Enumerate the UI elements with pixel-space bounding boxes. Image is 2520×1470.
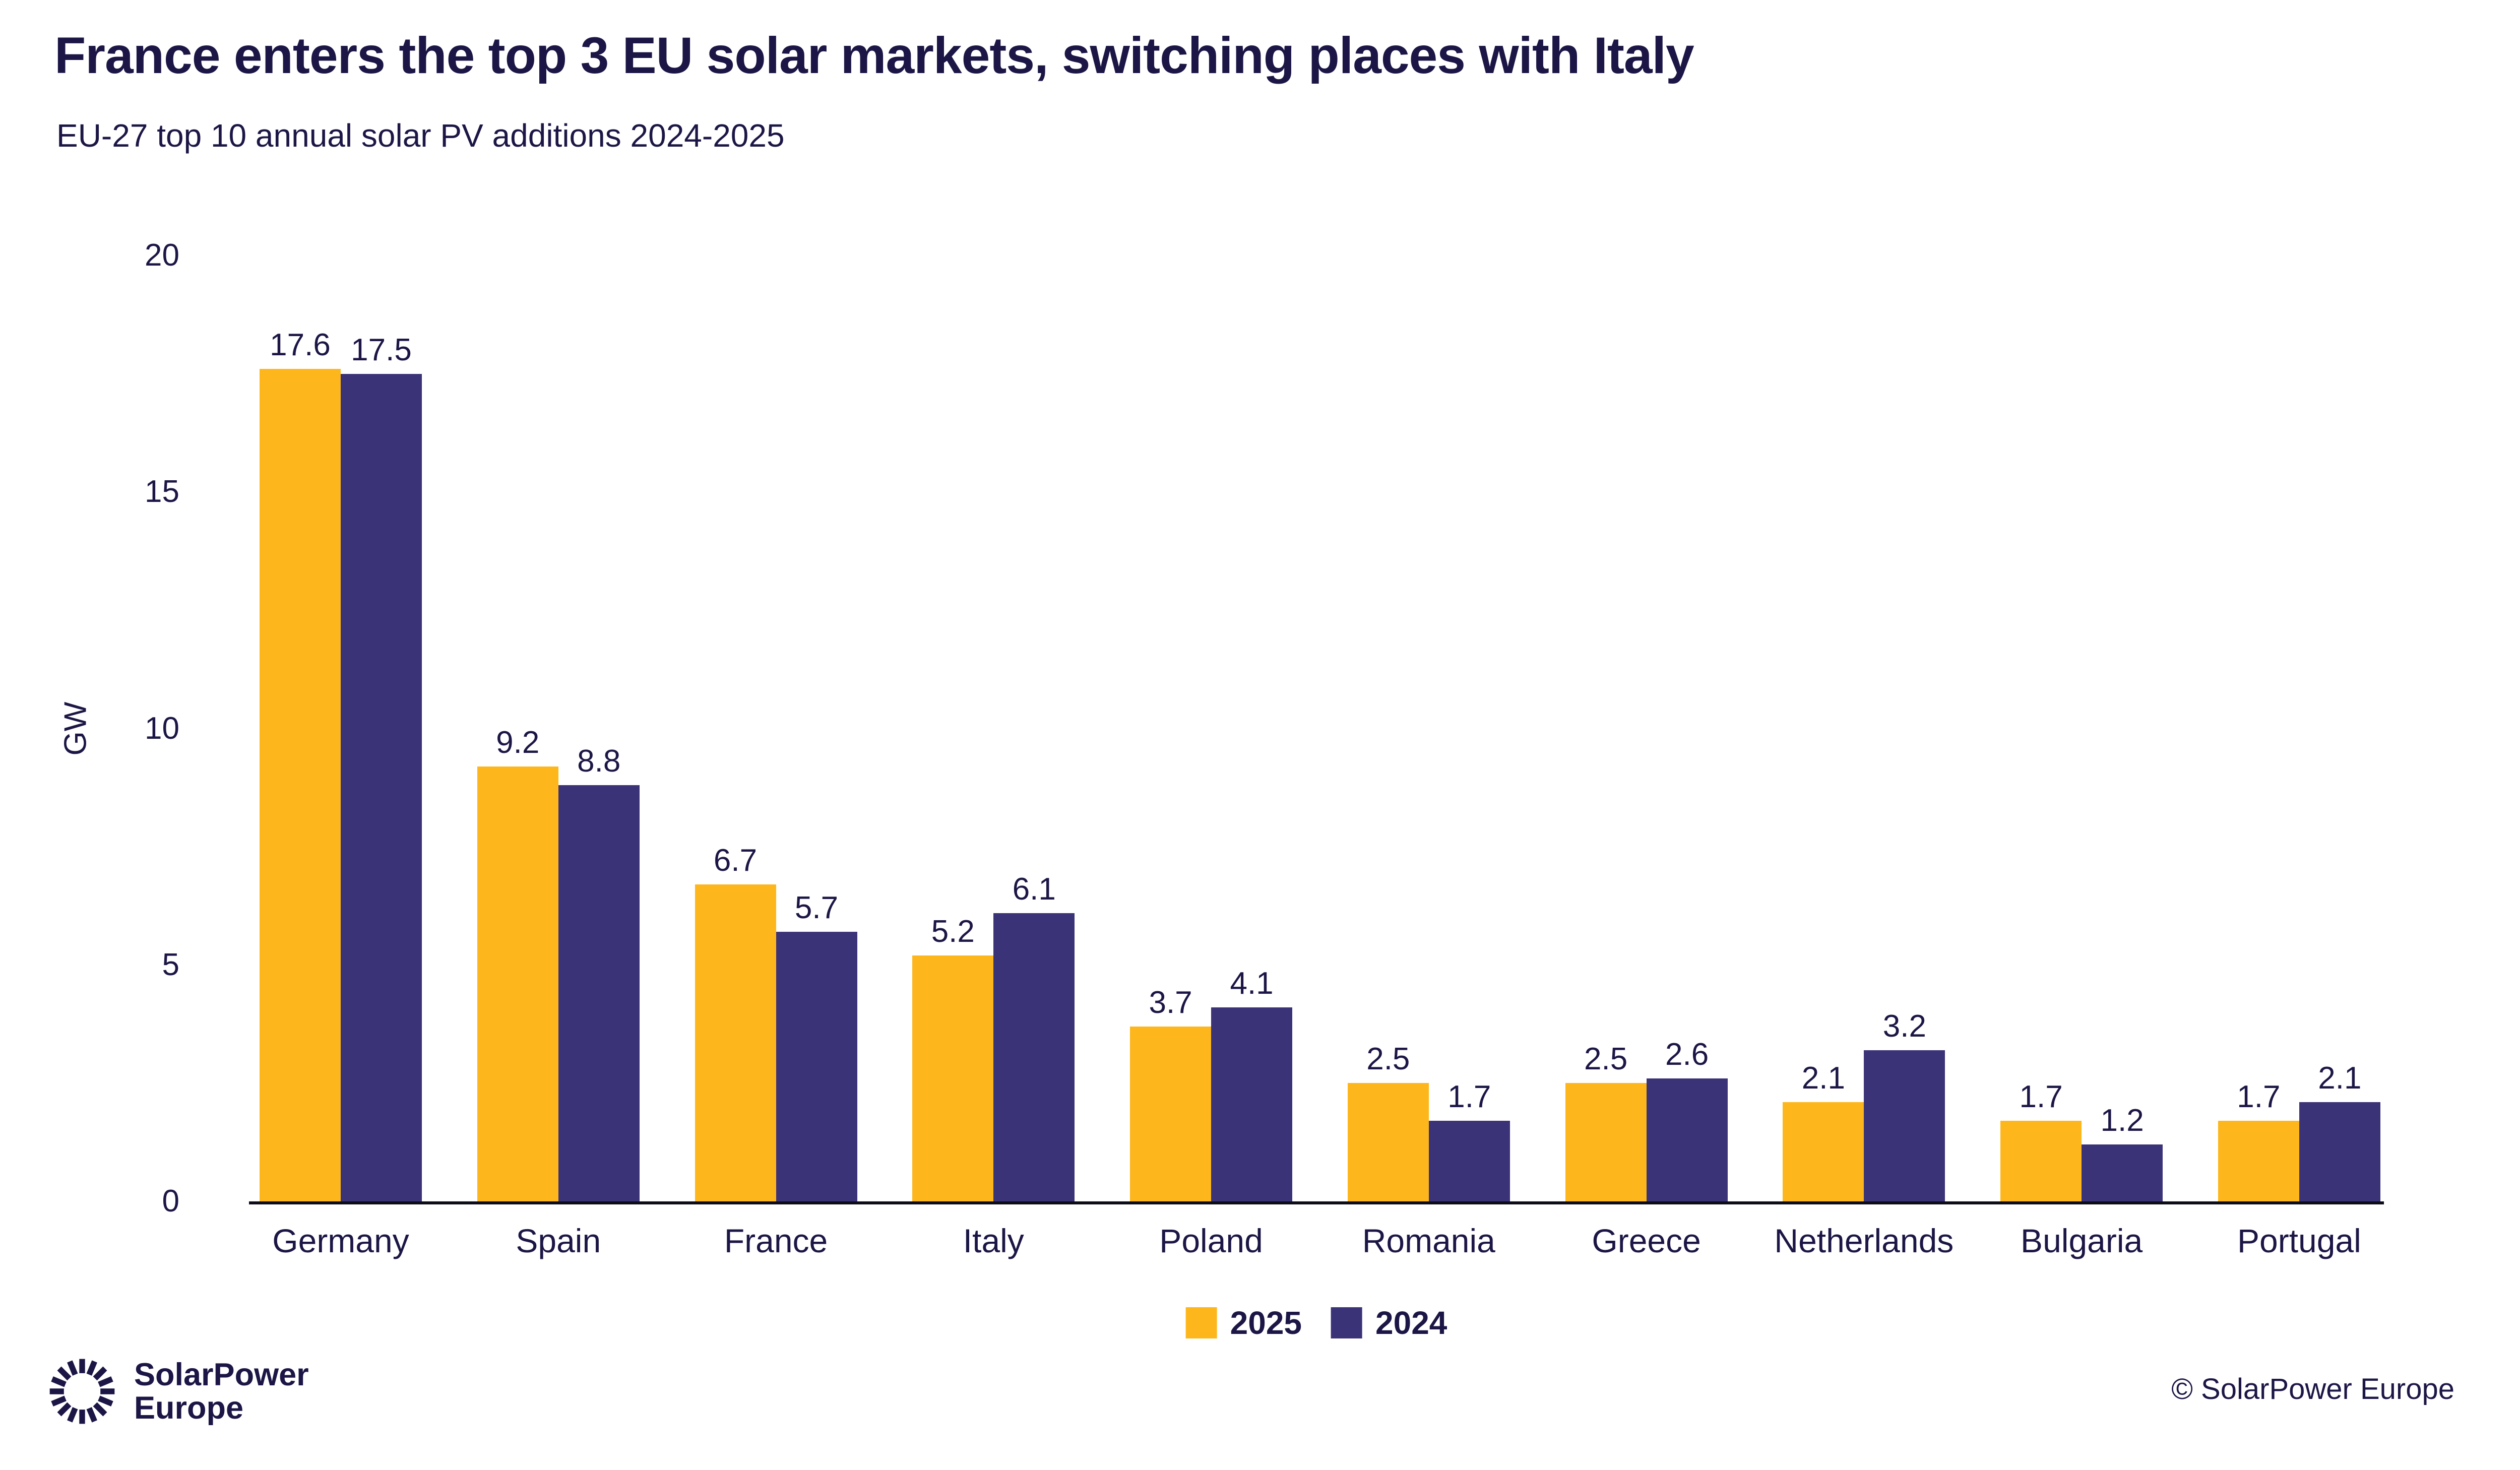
- legend-swatch-2024: [1331, 1307, 1362, 1338]
- value-label-2025-greece: 2.5: [1584, 1042, 1628, 1077]
- copyright-notice: © SolarPower Europe: [2171, 1373, 2454, 1405]
- value-label-2025-germany: 17.6: [270, 328, 331, 363]
- legend: 2025 2024: [1185, 1304, 1447, 1341]
- x-label-greece: Greece: [1592, 1222, 1701, 1259]
- bar-2024-spain: 8.8: [558, 744, 640, 1201]
- y-tick-20: 20: [145, 238, 179, 273]
- x-label-netherlands: Netherlands: [1774, 1222, 1954, 1259]
- bar-group-bulgaria: 1.7 1.2: [2000, 255, 2163, 1201]
- value-label-2025-netherlands: 2.1: [1801, 1060, 1845, 1096]
- value-label-2025-spain: 9.2: [496, 725, 540, 760]
- chart-title: France enters the top 3 EU solar markets…: [54, 27, 1694, 84]
- value-label-2025-france: 6.7: [713, 843, 758, 878]
- brand-logo-line1: SolarPower: [134, 1357, 309, 1392]
- bar-2025-poland: 3.7: [1130, 985, 1212, 1201]
- x-label-germany: Germany: [272, 1222, 409, 1259]
- x-label-romania: Romania: [1362, 1222, 1495, 1259]
- bar-2025-france: 6.7: [695, 843, 776, 1201]
- legend-label-2025: 2025: [1230, 1305, 1302, 1341]
- value-label-2025-portugal: 1.7: [2237, 1079, 2281, 1115]
- value-label-2024-poland: 4.1: [1230, 966, 1274, 1001]
- bar-2025-bulgaria: 1.7: [2000, 1079, 2082, 1201]
- legend-label-2024: 2024: [1375, 1305, 1447, 1341]
- bar-2025-netherlands: 2.1: [1783, 1061, 1864, 1201]
- value-label-2024-france: 5.7: [794, 890, 839, 926]
- x-label-spain: Spain: [516, 1222, 601, 1259]
- bar-2025-italy: 5.2: [912, 914, 994, 1201]
- bar-2025-spain: 9.2: [477, 725, 558, 1201]
- bar-group-germany: 17.6 17.5: [260, 255, 422, 1201]
- x-axis-labels: Germany Spain France Italy Poland Romania Gree…: [249, 1220, 2384, 1262]
- value-label-2025-bulgaria: 1.7: [2019, 1079, 2063, 1115]
- plot-area: 17.6 17.5 9.2 8.8 6.7 5.7 5.2 6.1 3.7 4.1 2.5 1.7 2.…: [249, 255, 2384, 1201]
- chart-subtitle: EU-27 top 10 annual solar PV additions 2…: [56, 117, 785, 154]
- bar-group-portugal: 1.7 2.1: [2218, 255, 2380, 1201]
- bar-group-italy: 5.2 6.1: [912, 255, 1075, 1201]
- value-label-2024-romania: 1.7: [1447, 1079, 1491, 1115]
- x-label-poland: Poland: [1159, 1222, 1263, 1259]
- y-tick-5: 5: [162, 947, 179, 982]
- value-label-2024-greece: 2.6: [1665, 1037, 1709, 1072]
- bar-group-poland: 3.7 4.1: [1130, 255, 1293, 1201]
- sunburst-icon: [49, 1359, 115, 1424]
- bar-2024-bulgaria: 1.2: [2082, 1103, 2163, 1201]
- bar-2025-germany: 17.6: [260, 328, 341, 1201]
- bar-2025-romania: 2.5: [1347, 1042, 1429, 1201]
- bar-2025-portugal: 1.7: [2218, 1079, 2299, 1201]
- bar-2025-greece: 2.5: [1565, 1042, 1647, 1201]
- bar-2024-portugal: 2.1: [2299, 1061, 2380, 1201]
- value-label-2024-netherlands: 3.2: [1882, 1008, 1926, 1044]
- x-label-italy: Italy: [963, 1222, 1024, 1259]
- value-label-2024-spain: 8.8: [577, 744, 621, 779]
- bar-2024-greece: 2.6: [1646, 1037, 1728, 1201]
- value-label-2025-romania: 2.5: [1366, 1042, 1410, 1077]
- brand-logo: SolarPower Europe: [48, 1358, 309, 1425]
- bar-group-greece: 2.5 2.6: [1565, 255, 1728, 1201]
- bar-group-spain: 9.2 8.8: [477, 255, 640, 1201]
- value-label-2024-bulgaria: 1.2: [2100, 1103, 2144, 1138]
- legend-item-2025: 2025: [1185, 1304, 1302, 1341]
- value-label-2025-poland: 3.7: [1149, 985, 1192, 1020]
- value-label-2024-portugal: 2.1: [2318, 1060, 2362, 1096]
- bar-2024-germany: 17.5: [341, 333, 422, 1201]
- bar-2024-france: 5.7: [776, 890, 857, 1201]
- bar-group-netherlands: 2.1 3.2: [1783, 255, 1945, 1201]
- bar-2024-italy: 6.1: [993, 872, 1075, 1201]
- y-tick-10: 10: [145, 711, 179, 746]
- y-tick-0: 0: [162, 1184, 179, 1219]
- x-label-portugal: Portugal: [2237, 1222, 2361, 1259]
- bars-row: 17.6 17.5 9.2 8.8 6.7 5.7 5.2 6.1 3.7 4.1 2.5 1.7 2.…: [249, 255, 2384, 1201]
- brand-logo-text: SolarPower Europe: [134, 1358, 309, 1425]
- bar-2024-romania: 1.7: [1428, 1079, 1510, 1201]
- legend-swatch-2025: [1185, 1307, 1217, 1338]
- bar-2024-netherlands: 3.2: [1864, 1009, 1945, 1201]
- y-tick-15: 15: [145, 474, 179, 509]
- bar-2024-poland: 4.1: [1211, 966, 1293, 1201]
- x-axis-line: [249, 1201, 2384, 1204]
- value-label-2024-germany: 17.5: [351, 332, 412, 367]
- bar-group-romania: 2.5 1.7: [1347, 255, 1510, 1201]
- x-label-france: France: [724, 1222, 828, 1259]
- brand-logo-line2: Europe: [134, 1390, 244, 1426]
- value-label-2024-italy: 6.1: [1012, 871, 1056, 907]
- legend-item-2024: 2024: [1331, 1304, 1447, 1341]
- value-label-2025-italy: 5.2: [931, 914, 975, 949]
- bar-group-france: 6.7 5.7: [695, 255, 857, 1201]
- x-label-bulgaria: Bulgaria: [2021, 1222, 2143, 1259]
